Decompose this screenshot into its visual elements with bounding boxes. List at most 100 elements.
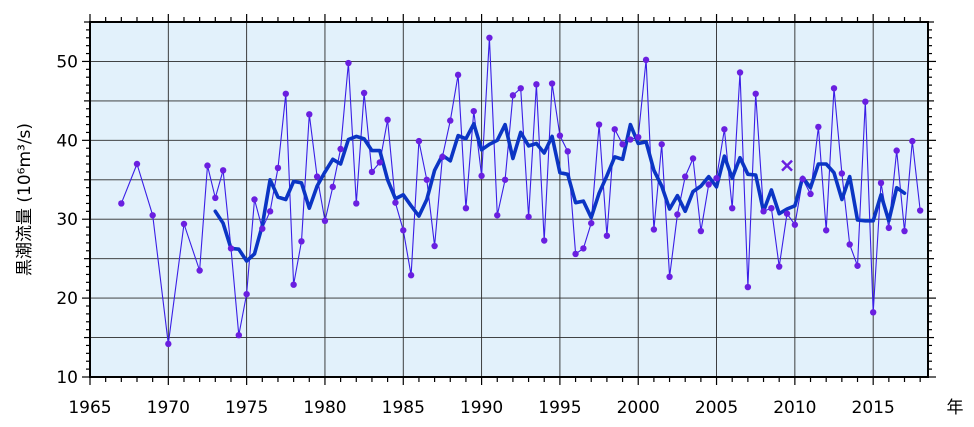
y-tick-label: 40 <box>56 131 78 151</box>
observed-data-point <box>822 227 830 234</box>
observed-data-point <box>407 272 415 279</box>
observed-data-point <box>705 181 712 188</box>
observed-data-point <box>118 200 125 207</box>
observed-data-point <box>204 162 211 169</box>
observed-data-point <box>869 309 877 316</box>
observed-data-point <box>854 262 861 269</box>
x-tick-label: 1970 <box>147 398 190 418</box>
observed-data-point <box>619 141 626 148</box>
observed-data-point <box>133 160 141 168</box>
observed-data-point <box>830 85 838 92</box>
observed-data-point <box>227 245 235 252</box>
observed-data-point <box>368 168 376 176</box>
observed-data-point <box>447 117 454 124</box>
observed-data-point <box>486 34 493 41</box>
annotations <box>781 159 793 172</box>
observed-data-point <box>353 200 360 207</box>
observed-data-point <box>525 213 532 221</box>
observed-data-point <box>791 221 799 228</box>
observed-data-point <box>517 85 524 92</box>
observed-data-point <box>815 123 822 131</box>
observed-data-point <box>329 183 336 191</box>
observed-data-point <box>470 107 477 115</box>
observed-data-point <box>509 92 517 99</box>
x-marker-stroke <box>781 159 793 172</box>
observed-data-point <box>533 81 540 88</box>
observed-data-point <box>650 226 658 233</box>
observed-data-point <box>572 250 579 258</box>
observed-data-point <box>893 147 900 154</box>
observed-data-point <box>306 111 313 118</box>
observed-data-point <box>595 121 603 128</box>
x-tick-label: 1975 <box>225 398 268 418</box>
observed-data-point <box>501 176 509 183</box>
observed-data-point <box>180 220 188 228</box>
smoothed-series-line <box>213 122 907 263</box>
x-tick-label: 1995 <box>538 398 581 418</box>
observed-data-point <box>251 196 258 203</box>
observed-data-point <box>282 90 289 97</box>
observed-data-point <box>454 71 462 79</box>
x-axis-label: 年 <box>947 398 964 418</box>
observed-data-point <box>423 176 430 183</box>
x-tick-label: 1990 <box>460 398 503 418</box>
observed-data-point <box>337 145 344 153</box>
observed-data-point <box>877 179 885 187</box>
observed-data-point <box>564 148 571 155</box>
x-tick-label: 2000 <box>617 398 660 418</box>
observed-data-point <box>775 263 783 270</box>
observed-data-point <box>219 167 227 174</box>
observed-data-point <box>799 175 806 183</box>
y-tick-label: 50 <box>56 52 78 72</box>
observed-data-point <box>415 137 423 145</box>
observed-data-point <box>627 136 634 143</box>
observed-data-point <box>439 153 446 161</box>
observed-data-point <box>360 89 368 97</box>
observed-data-point <box>313 173 321 180</box>
observed-data-point <box>580 245 587 252</box>
x-tick-label: 2010 <box>773 398 816 418</box>
observed-data-point <box>729 204 736 212</box>
observed-data-point <box>909 137 916 145</box>
x-tick-label: 1965 <box>68 398 111 418</box>
observed-data-point <box>721 126 728 133</box>
observed-data-point <box>548 80 556 87</box>
observed-data-point <box>744 283 752 291</box>
observed-data-point <box>376 159 383 166</box>
observed-data-point <box>846 241 853 248</box>
observed-data-point <box>541 237 548 244</box>
x-tick-label: 2015 <box>852 398 895 418</box>
x-marker-annotation <box>781 159 793 172</box>
y-tick-label: 10 <box>56 368 78 388</box>
observed-data-point <box>345 59 352 67</box>
plot-frame <box>89 21 929 378</box>
observed-data-point <box>196 267 203 274</box>
observed-data-point <box>588 219 595 227</box>
x-tick-label: 2005 <box>695 398 738 418</box>
observed-data-point <box>689 155 697 162</box>
observed-data-point <box>235 331 243 339</box>
x-tick-label: 1985 <box>382 398 425 418</box>
observed-data-point <box>752 90 759 97</box>
observed-data-point <box>478 172 485 180</box>
observed-data-point <box>603 232 611 239</box>
observed-data-point <box>431 242 438 250</box>
observed-data-point <box>901 227 908 235</box>
observed-data-point <box>760 208 767 215</box>
y-tick-label: 30 <box>56 210 78 230</box>
observed-data-point <box>642 56 650 64</box>
observed-data-point <box>290 281 297 288</box>
observed-data-point <box>494 212 501 219</box>
observed-data-point <box>807 190 814 198</box>
observed-data-point <box>212 194 219 202</box>
observed-data-point <box>635 133 642 141</box>
observed-data-point <box>243 290 250 298</box>
observed-data-point <box>768 204 775 212</box>
plot-background <box>90 22 928 377</box>
tick-labels: 1965 1970 1975 1980 1985 1990 1995 2000 2005 2010… <box>56 52 894 418</box>
observed-data-point <box>165 340 172 348</box>
observed-data-point <box>682 173 689 180</box>
observed-data-point <box>862 98 869 105</box>
observed-data-point <box>885 224 893 232</box>
